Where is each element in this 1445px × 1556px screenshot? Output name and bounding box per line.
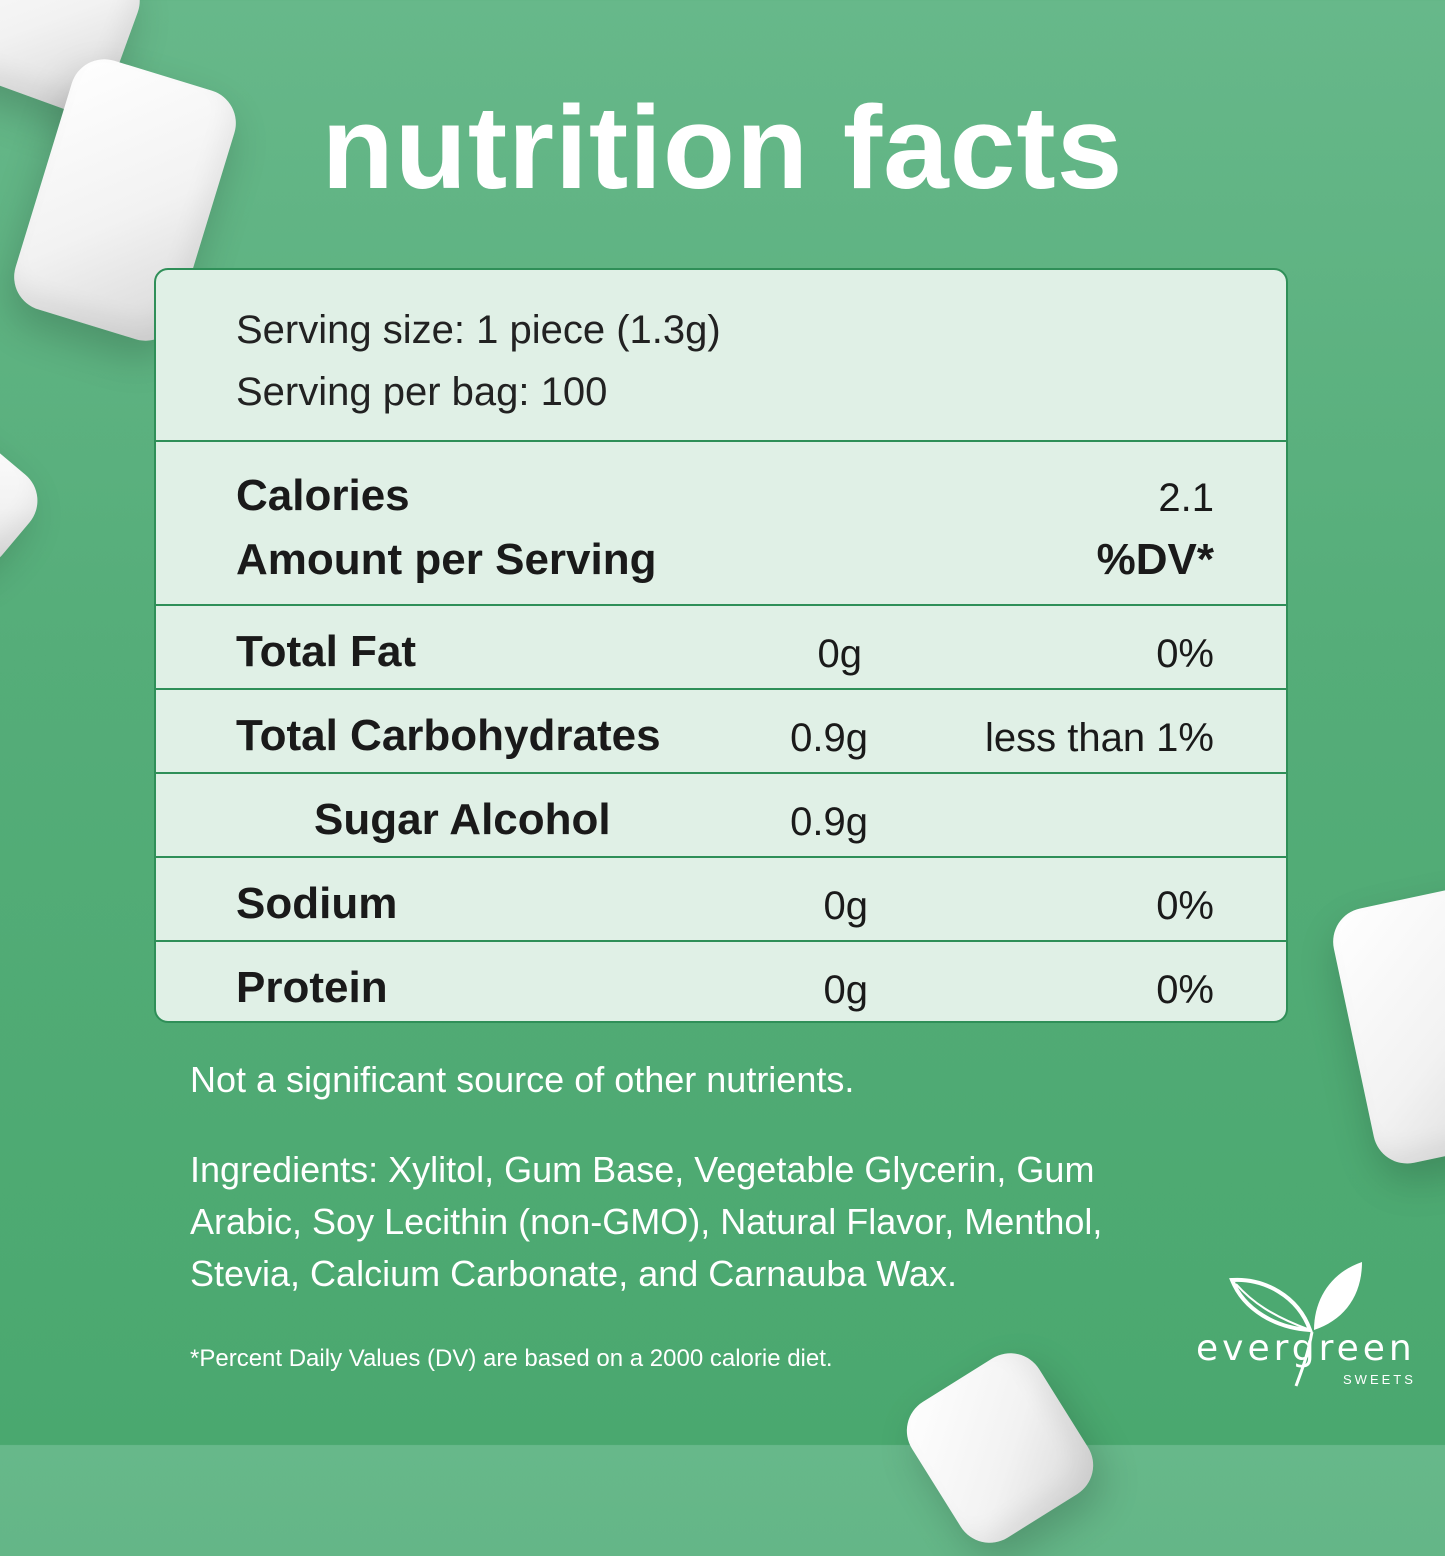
nutrient-dv: 0% [1156,632,1214,676]
calories-value: 2.1 [1158,476,1214,520]
gum-piece-left-middle [0,419,52,581]
nutrient-dv: 0% [1156,968,1214,1012]
dv-header: %DV* [1096,535,1214,584]
table-row: Total Carbohydrates 0.9g less than 1% [156,688,1286,774]
amount-per-serving-label: Amount per Serving [236,535,657,584]
nutrient-label: Total Fat [236,627,417,676]
table-row: Total Fat 0g 0% [156,604,1286,690]
nutrient-label: Protein [236,963,388,1012]
calories-section: Calories 2.1 Amount per Serving %DV* [156,440,1286,606]
nutrient-dv: less than 1% [984,716,1214,760]
gum-piece-bottom [894,1340,1106,1556]
nutrient-amount: 0.9g [790,800,868,844]
brand-subtitle: SWEETS [1343,1372,1416,1387]
nutrient-label: Sugar Alcohol [314,795,611,844]
nutrient-amount: 0.9g [790,716,868,760]
nutrition-panel: Serving size: 1 piece (1.3g) Serving per… [154,268,1288,1023]
nutrient-label: Sodium [236,879,398,928]
other-nutrients-note: Not a significant source of other nutrie… [190,1059,855,1100]
nutrient-amount: 0g [823,968,869,1012]
nutrient-amount: 0g [817,632,863,676]
serving-size: Serving size: 1 piece (1.3g) [236,308,721,352]
table-row: Sodium 0g 0% [156,856,1286,942]
gum-piece-right [1326,880,1445,1170]
servings-per-bag: Serving per bag: 100 [236,370,608,414]
brand-name: evergreen [1196,1328,1416,1369]
page-title: nutrition facts [321,82,1124,214]
dv-footnote: *Percent Daily Values (DV) are based on … [190,1345,833,1372]
leaf-logo-icon [1229,1262,1362,1387]
table-row: Protein 0g 0% [156,940,1286,1021]
nutrient-dv: 0% [1156,884,1214,928]
calories-label: Calories [236,471,410,520]
table-row: Sugar Alcohol 0.9g [156,772,1286,858]
serving-section: Serving size: 1 piece (1.3g) Serving per… [156,270,1286,442]
nutrient-amount: 0g [823,884,869,928]
nutrient-label: Total Carbohydrates [236,711,661,760]
ingredients-text: Ingredients: Xylitol, Gum Base, Vegetabl… [190,1149,1103,1294]
